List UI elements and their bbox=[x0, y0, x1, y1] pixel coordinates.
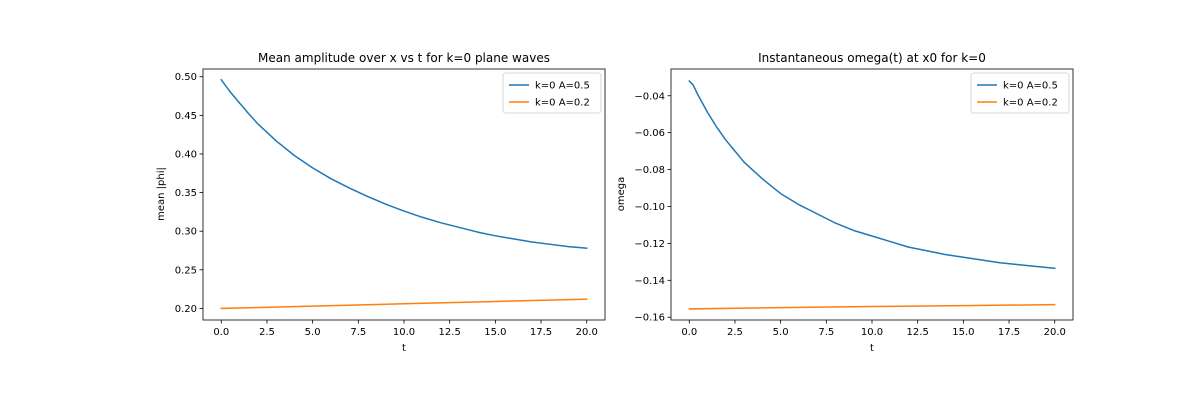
y-tick-label: 0.35 bbox=[175, 188, 197, 199]
y-tick-label: −0.04 bbox=[634, 91, 665, 102]
x-tick-label: 15.0 bbox=[952, 327, 974, 338]
y-tick-label: −0.16 bbox=[634, 313, 665, 324]
x-tick-label: 12.5 bbox=[907, 327, 929, 338]
legend: k=0 A=0.5 k=0 A=0.2 bbox=[970, 72, 1070, 114]
x-tick-label: 17.5 bbox=[530, 327, 552, 338]
series-line-0 bbox=[688, 79, 1056, 270]
x-tick-label: 7.5 bbox=[818, 327, 834, 338]
legend-entry-1: k=0 A=0.2 bbox=[535, 98, 590, 109]
y-tick-label: −0.10 bbox=[634, 202, 665, 213]
x-tick-label: 17.5 bbox=[998, 327, 1020, 338]
y-tick-label: −0.12 bbox=[634, 239, 665, 250]
y-tick-label: 0.20 bbox=[175, 304, 197, 315]
y-tick-label: −0.14 bbox=[634, 276, 665, 287]
y-axis-label: omega bbox=[616, 177, 627, 212]
x-tick-label: 10.0 bbox=[861, 327, 883, 338]
series-line-0 bbox=[220, 78, 588, 249]
legend-entry-1: k=0 A=0.2 bbox=[1003, 98, 1058, 109]
x-tick-label: 2.5 bbox=[727, 327, 743, 338]
x-tick-label: 5.0 bbox=[305, 327, 321, 338]
x-tick-label: 12.5 bbox=[439, 327, 461, 338]
x-tick-label: 2.5 bbox=[259, 327, 275, 338]
chart-title: Mean amplitude over x vs t for k=0 plane… bbox=[258, 51, 550, 65]
y-tick-label: 0.45 bbox=[175, 111, 197, 122]
x-tick-label: 15.0 bbox=[484, 327, 506, 338]
y-tick-label: 0.50 bbox=[175, 72, 197, 83]
y-axis-label: mean |phi| bbox=[156, 167, 167, 221]
legend-box bbox=[502, 72, 602, 114]
panel-instantaneous-omega: Instantaneous omega(t) at x0 for k=0 t o… bbox=[616, 51, 1074, 354]
x-tick-label: 0.0 bbox=[681, 327, 697, 338]
y-tick-label: 0.30 bbox=[175, 227, 197, 238]
x-tick-label: 7.5 bbox=[350, 327, 366, 338]
x-tick-label: 20.0 bbox=[576, 327, 598, 338]
legend-entry-0: k=0 A=0.5 bbox=[1003, 81, 1058, 92]
x-axis-label: t bbox=[402, 343, 406, 354]
x-tick-label: 20.0 bbox=[1044, 327, 1066, 338]
x-axis-label: t bbox=[870, 343, 874, 354]
y-tick-label: 0.25 bbox=[175, 265, 197, 276]
y-tick-label: 0.40 bbox=[175, 149, 197, 160]
x-tick-label: 5.0 bbox=[773, 327, 789, 338]
x-tick-label: 0.0 bbox=[213, 327, 229, 338]
panel-mean-amplitude: Mean amplitude over x vs t for k=0 plane… bbox=[156, 51, 606, 354]
series-line-1 bbox=[688, 303, 1056, 310]
series-line-1 bbox=[220, 298, 588, 310]
chart-title: Instantaneous omega(t) at x0 for k=0 bbox=[758, 51, 986, 65]
legend: k=0 A=0.5 k=0 A=0.2 bbox=[502, 72, 602, 114]
legend-box bbox=[970, 72, 1070, 114]
x-tick-label: 10.0 bbox=[393, 327, 415, 338]
legend-entry-0: k=0 A=0.5 bbox=[535, 81, 590, 92]
y-tick-label: −0.06 bbox=[634, 128, 665, 139]
y-tick-label: −0.08 bbox=[634, 165, 665, 176]
